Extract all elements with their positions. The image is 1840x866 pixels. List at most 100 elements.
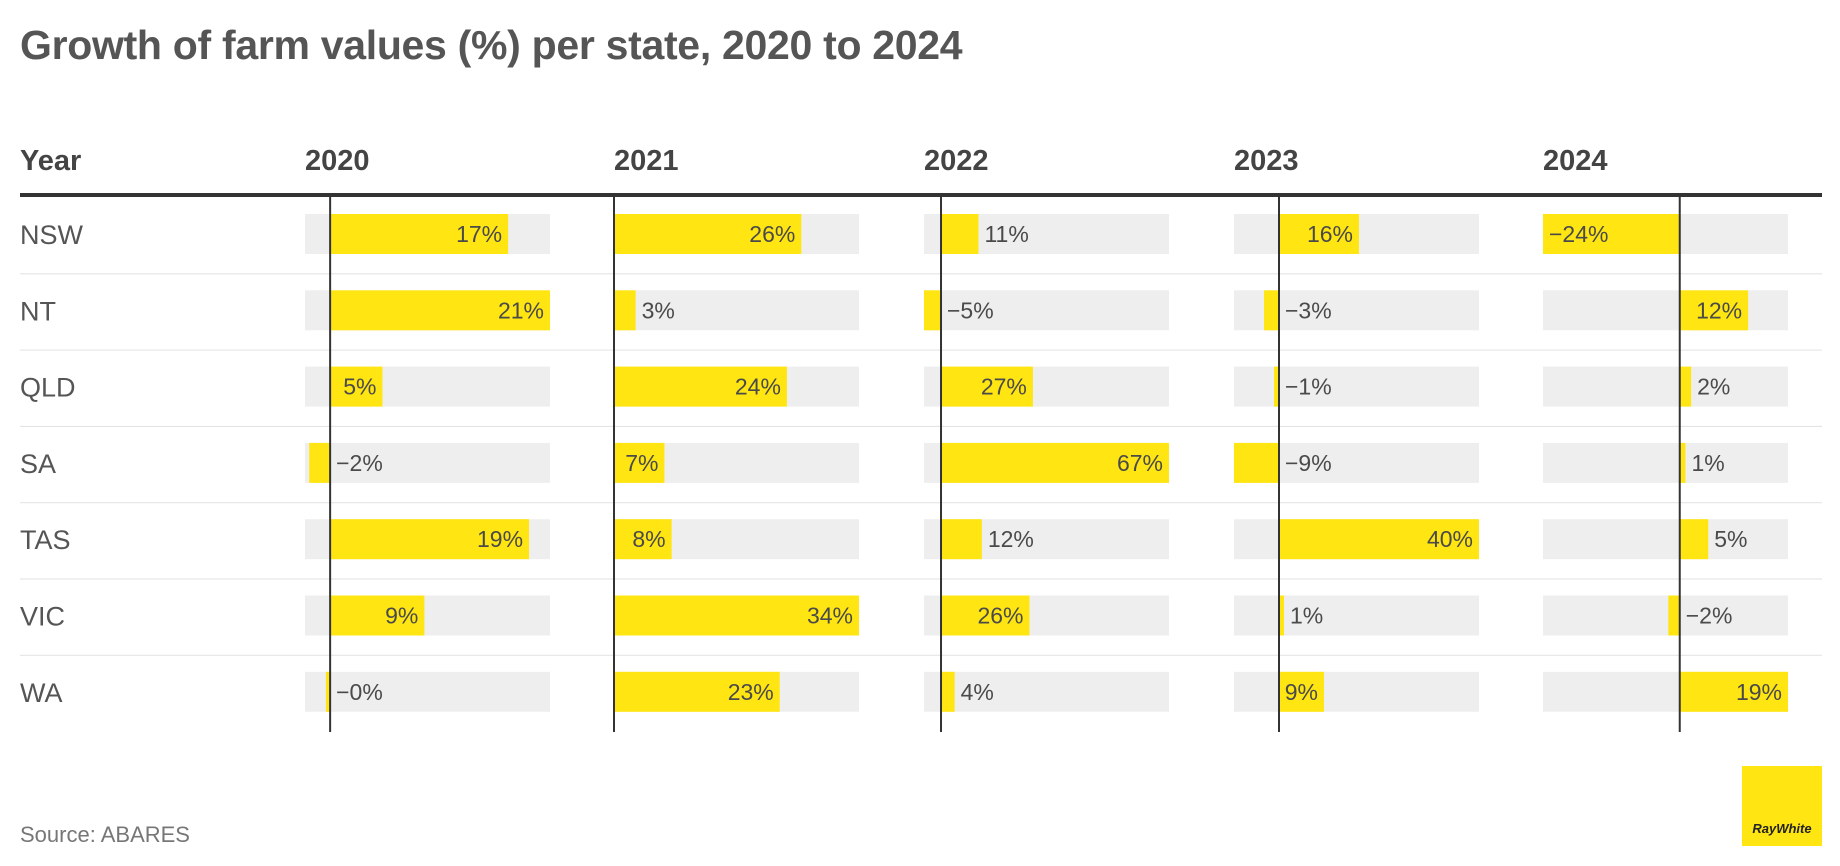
bar-track <box>614 290 859 331</box>
bar-vic-2024 <box>1668 595 1680 636</box>
logo-text: RayWhite <box>1752 821 1812 836</box>
data-label-nsw-2020: 17% <box>456 221 502 247</box>
row-separator <box>20 578 1822 580</box>
data-label-sa-2021: 7% <box>625 450 658 476</box>
bar-nsw-2021 <box>614 214 802 254</box>
state-label-tas: TAS <box>20 525 71 555</box>
data-label-wa-2021: 23% <box>728 679 774 705</box>
data-label-wa-2020: −0% <box>336 679 383 705</box>
bar-wa-2020 <box>325 671 331 712</box>
column-header-2022: 2022 <box>924 145 989 177</box>
bar-wa-2024 <box>1679 671 1788 712</box>
bar-track <box>1234 366 1479 407</box>
data-label-qld-2023: −1% <box>1285 374 1332 400</box>
bar-track <box>1234 595 1479 636</box>
bar-vic-2021 <box>614 595 859 636</box>
data-label-wa-2024: 19% <box>1736 679 1782 705</box>
bar-sa-2021 <box>614 442 665 483</box>
zero-line-2020 <box>329 197 332 732</box>
data-label-vic-2021: 34% <box>807 603 853 629</box>
bar-vic-2020 <box>330 595 425 636</box>
data-label-tas-2022: 12% <box>988 526 1034 552</box>
row-separator <box>20 349 1822 351</box>
bar-track <box>1543 519 1788 560</box>
data-label-nsw-2024: −24% <box>1549 221 1608 247</box>
column-header-2024: 2024 <box>1543 145 1608 177</box>
bar-qld-2021 <box>614 366 787 407</box>
bar-nsw-2022 <box>941 214 979 254</box>
data-label-vic-2023: 1% <box>1290 603 1323 629</box>
data-label-sa-2022: 67% <box>1117 450 1163 476</box>
bar-wa-2023 <box>1279 671 1324 712</box>
state-label-nsw: NSW <box>20 220 84 250</box>
bar-vic-2022 <box>941 595 1030 636</box>
bar-track <box>1543 595 1788 636</box>
data-label-tas-2024: 5% <box>1714 526 1747 552</box>
header-rule <box>20 193 1822 197</box>
data-label-nt-2023: −3% <box>1285 297 1332 323</box>
state-label-sa: SA <box>20 449 56 479</box>
bar-nsw-2020 <box>330 214 509 254</box>
bar-wa-2021 <box>614 671 780 712</box>
bar-tas-2024 <box>1679 519 1709 560</box>
zero-line-2024 <box>1678 197 1681 732</box>
data-label-nsw-2022: 11% <box>984 221 1028 247</box>
bar-wa-2022 <box>941 671 955 712</box>
ray-white-logo: RayWhite <box>1742 766 1822 846</box>
column-header-2020: 2020 <box>305 145 370 177</box>
data-label-qld-2021: 24% <box>735 374 781 400</box>
bar-track <box>1543 290 1788 331</box>
bar-track <box>924 290 1169 331</box>
bar-track <box>924 671 1169 712</box>
bar-tas-2023 <box>1279 519 1479 560</box>
bar-sa-2022 <box>941 442 1169 483</box>
data-label-vic-2024: −2% <box>1686 603 1733 629</box>
data-label-nt-2022: −5% <box>947 297 994 323</box>
row-separator <box>20 654 1822 656</box>
state-label-vic: VIC <box>20 602 65 632</box>
bar-track <box>1234 671 1479 712</box>
bar-nsw-2024 <box>1543 214 1680 254</box>
data-label-sa-2020: −2% <box>336 450 383 476</box>
row-separator <box>20 425 1822 427</box>
data-label-sa-2024: 1% <box>1691 450 1724 476</box>
chart: Year 2020 2021 2022 2023 2024 NSW 17% 26% 11% 16% −… <box>20 145 1822 732</box>
data-label-nsw-2021: 26% <box>749 221 795 247</box>
bar-tas-2021 <box>614 519 672 560</box>
data-label-nsw-2023: 16% <box>1307 221 1353 247</box>
data-label-sa-2023: −9% <box>1285 450 1332 476</box>
data-label-vic-2020: 9% <box>385 603 418 629</box>
data-label-wa-2022: 4% <box>961 679 994 705</box>
row-header-label: Year <box>20 145 81 177</box>
bar-nt-2024 <box>1679 290 1749 331</box>
bar-sa-2020 <box>309 442 331 483</box>
bar-track <box>1543 366 1788 407</box>
bar-nsw-2023 <box>1279 214 1359 254</box>
column-header-2023: 2023 <box>1234 145 1299 177</box>
data-label-nt-2021: 3% <box>642 297 675 323</box>
chart-title: Growth of farm values (%) per state, 202… <box>20 22 963 68</box>
state-label-nt: NT <box>20 296 56 326</box>
zero-line-2022 <box>940 197 943 732</box>
row-separator <box>20 502 1822 504</box>
bar-nt-2021 <box>614 290 636 331</box>
data-label-tas-2020: 19% <box>477 526 523 552</box>
data-label-qld-2020: 5% <box>343 374 376 400</box>
data-label-nt-2024: 12% <box>1696 297 1742 323</box>
bar-track <box>305 671 550 712</box>
bar-track <box>305 442 550 483</box>
bar-qld-2023 <box>1274 366 1279 407</box>
bar-qld-2024 <box>1679 366 1692 407</box>
data-label-qld-2024: 2% <box>1697 374 1730 400</box>
bar-vic-2023 <box>1279 595 1284 636</box>
bar-sa-2023 <box>1234 442 1279 483</box>
data-label-qld-2022: 27% <box>981 374 1027 400</box>
data-label-vic-2022: 26% <box>977 603 1023 629</box>
bar-track <box>1543 442 1788 483</box>
data-label-tas-2023: 40% <box>1427 526 1473 552</box>
bar-qld-2020 <box>330 366 383 407</box>
data-label-tas-2021: 8% <box>632 526 665 552</box>
bar-tas-2022 <box>941 519 982 560</box>
bar-tas-2020 <box>330 519 530 560</box>
column-header-2021: 2021 <box>614 145 679 177</box>
